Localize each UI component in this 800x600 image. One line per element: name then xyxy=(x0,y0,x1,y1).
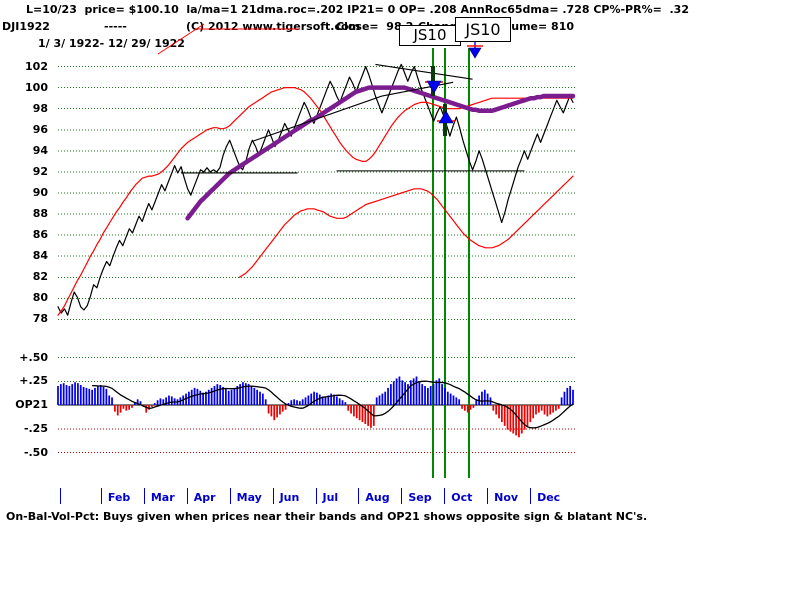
month-tick-nov xyxy=(487,488,489,504)
month-tick-may xyxy=(229,488,231,504)
op21-y-tick--25: -.25 xyxy=(23,421,48,435)
month-tick-jul xyxy=(315,488,317,504)
month-tick-dec xyxy=(530,488,532,504)
annotation-js10-right[interactable]: JS10 xyxy=(455,17,511,42)
footer-note: On-Bal-Vol-Pct: Buys given when prices n… xyxy=(6,510,648,523)
price-y-tick-100: 100 xyxy=(25,80,48,94)
op21-y-tick--50: -.50 xyxy=(23,445,48,459)
month-tick-jun xyxy=(272,488,274,504)
month-tick-apr xyxy=(186,488,188,504)
month-tick-mar xyxy=(143,488,145,504)
op21-y-tick-25: +.25 xyxy=(19,374,48,388)
month-tick-sep xyxy=(401,488,403,504)
annotation-js10-left[interactable]: JS10 xyxy=(399,25,461,46)
header-symbol: DJI1922 xyxy=(2,20,50,33)
month-label-jun: Jun xyxy=(279,491,300,504)
price-y-tick-98: 98 xyxy=(32,101,48,115)
month-label-aug: Aug xyxy=(365,491,390,504)
price-y-tick-86: 86 xyxy=(32,228,48,242)
price-series-layer xyxy=(57,63,576,316)
month-label-sep: Sep xyxy=(408,491,432,504)
price-y-tick-88: 88 xyxy=(32,207,48,221)
month-label-oct: Oct xyxy=(451,491,473,504)
buy-sell-markers xyxy=(157,23,483,136)
month-label-may: May xyxy=(236,491,262,504)
signal-vertical-lines xyxy=(432,48,470,478)
header-dashes: ----- xyxy=(104,20,127,33)
month-axis: Feb Mar Apr May Jun Jul Aug Sep Oct Nov Dec xyxy=(58,488,573,506)
month-tick-jan xyxy=(60,488,61,504)
header-date-range: 1/ 3/ 1922- 12/ 29/ 1922 xyxy=(38,37,185,50)
price-y-tick-96: 96 xyxy=(32,122,48,136)
price-y-tick-102: 102 xyxy=(25,59,48,73)
header-stats-line: L=10/23 price= $100.10 la/ma=1 21dma.roc… xyxy=(26,3,689,16)
month-tick-feb xyxy=(100,488,102,504)
header-copyright: (C) 2012 www.tigersoft.com xyxy=(186,20,361,33)
price-y-tick-92: 92 xyxy=(32,164,48,178)
month-label-mar: Mar xyxy=(150,491,175,504)
price-y-tick-90: 90 xyxy=(32,186,48,199)
month-label-nov: Nov xyxy=(494,491,519,504)
op21-y-tick-50: +.50 xyxy=(19,350,48,364)
manual-trendlines xyxy=(181,63,525,174)
month-label-jul: Jul xyxy=(322,491,339,504)
price-y-tick-78: 78 xyxy=(32,312,48,326)
month-label-feb: Feb xyxy=(107,491,131,504)
month-label-apr: Apr xyxy=(193,491,216,504)
month-label-dec: Dec xyxy=(537,491,561,504)
price-y-tick-84: 84 xyxy=(32,249,48,263)
price-y-tick-82: 82 xyxy=(32,270,48,284)
op21-y-tick-OP21: OP21 xyxy=(15,398,48,411)
month-tick-oct xyxy=(444,488,446,504)
price-gridlines xyxy=(58,66,575,320)
op21-indicator-layer xyxy=(57,376,574,438)
price-y-tick-94: 94 xyxy=(32,143,48,157)
month-tick-aug xyxy=(358,488,360,504)
price-y-tick-80: 80 xyxy=(32,291,48,305)
